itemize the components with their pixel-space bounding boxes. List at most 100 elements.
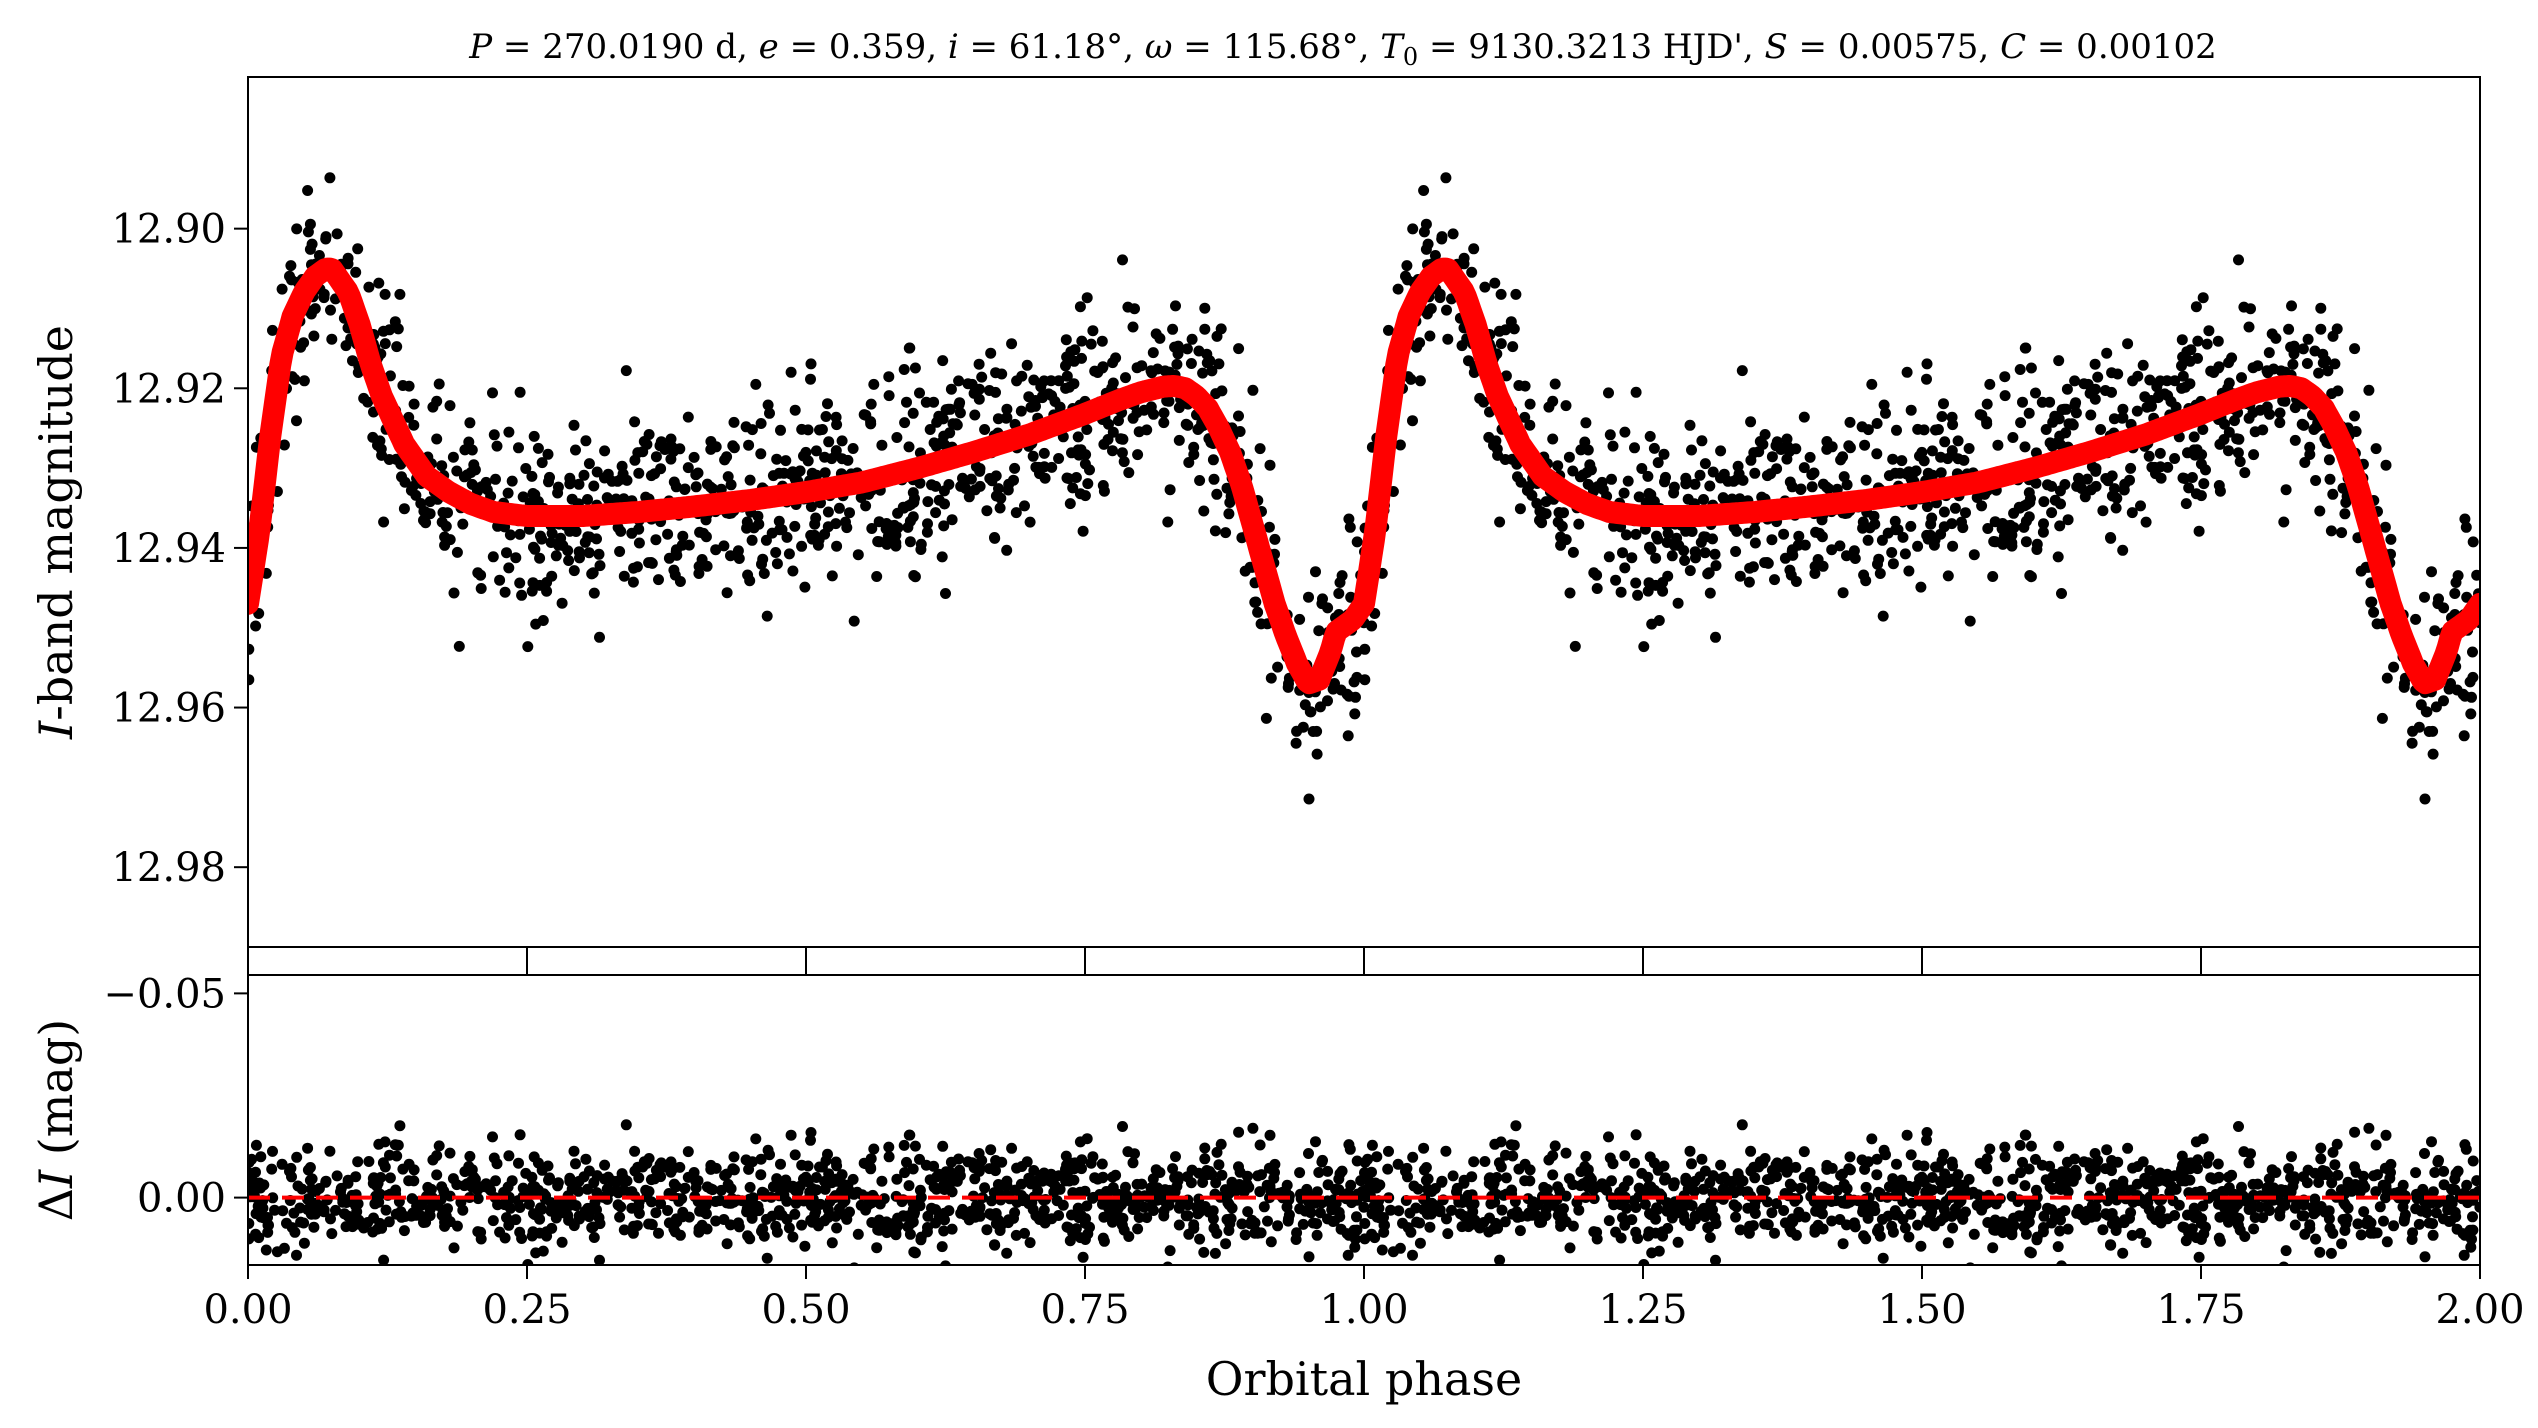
residual-point bbox=[358, 1222, 370, 1234]
residual-point bbox=[1942, 1237, 1954, 1249]
residual-point bbox=[451, 1179, 463, 1191]
observation-point bbox=[291, 415, 302, 427]
observation-point bbox=[2212, 335, 2224, 347]
observation-point bbox=[2179, 381, 2191, 393]
residual-point bbox=[250, 1179, 262, 1191]
residual-point bbox=[1856, 1154, 1868, 1166]
residual-point bbox=[2363, 1122, 2375, 1134]
residual-point bbox=[1914, 1173, 1925, 1185]
residual-point bbox=[1081, 1133, 1093, 1145]
observation-point bbox=[921, 526, 933, 538]
residual-point bbox=[2092, 1155, 2104, 1166]
residual-point bbox=[281, 1217, 292, 1229]
observation-point bbox=[1010, 507, 1022, 519]
residual-point bbox=[526, 1171, 538, 1183]
observation-point bbox=[1138, 404, 1150, 416]
observation-point bbox=[2219, 418, 2230, 430]
residual-point bbox=[2060, 1166, 2072, 1178]
residual-point bbox=[938, 1225, 950, 1237]
residual-point bbox=[868, 1143, 880, 1155]
observation-point bbox=[431, 395, 443, 407]
observation-point bbox=[1987, 571, 1999, 582]
observation-point bbox=[2018, 521, 2030, 533]
residual-point bbox=[2378, 1215, 2389, 1227]
observation-point bbox=[1710, 560, 1722, 572]
observation-point bbox=[985, 347, 997, 359]
residual-point bbox=[2229, 1202, 2240, 1214]
observation-point bbox=[1348, 676, 1360, 688]
observation-point bbox=[2337, 482, 2349, 494]
residual-point bbox=[308, 1221, 320, 1233]
residual-point bbox=[954, 1170, 966, 1182]
residual-point bbox=[1236, 1218, 1248, 1230]
observation-point bbox=[2169, 375, 2181, 387]
observation-point bbox=[2363, 384, 2375, 396]
observation-point bbox=[643, 557, 655, 569]
residual-point bbox=[2349, 1126, 2361, 1138]
observation-point bbox=[2090, 463, 2102, 475]
observation-point bbox=[668, 564, 680, 576]
observation-point bbox=[2008, 522, 2020, 534]
residual-point bbox=[1197, 1177, 1209, 1188]
residual-point bbox=[2313, 1203, 2325, 1215]
residual-point bbox=[1963, 1173, 1975, 1185]
observation-point bbox=[2471, 569, 2480, 581]
residual-point bbox=[1547, 1169, 1559, 1181]
residual-point bbox=[2233, 1212, 2245, 1224]
residual-point bbox=[1494, 1254, 1506, 1265]
residual-point bbox=[1015, 1178, 1027, 1190]
residual-point bbox=[983, 1163, 995, 1175]
residual-point bbox=[1387, 1246, 1399, 1258]
observation-point bbox=[1922, 533, 1934, 545]
observation-point bbox=[727, 440, 739, 452]
residual-point bbox=[1307, 1217, 1319, 1229]
residual-point bbox=[326, 1228, 338, 1240]
observation-point bbox=[568, 565, 580, 577]
residual-point bbox=[930, 1217, 942, 1229]
residual-point bbox=[1265, 1185, 1277, 1197]
residual-point bbox=[262, 1219, 274, 1231]
residual-point bbox=[2315, 1153, 2327, 1165]
chart-title: P = 270.0190 d, e = 0.359, i = 61.18°, ω… bbox=[468, 27, 2217, 71]
observation-point bbox=[1158, 417, 1170, 429]
observation-point bbox=[940, 588, 951, 599]
residual-point bbox=[2219, 1202, 2230, 1214]
observation-point bbox=[682, 462, 694, 474]
observation-point bbox=[822, 506, 834, 518]
residual-point bbox=[1817, 1197, 1829, 1209]
observation-point bbox=[284, 270, 295, 282]
residual-point bbox=[1081, 1200, 1093, 1212]
observation-point bbox=[248, 674, 255, 686]
observation-point bbox=[873, 516, 885, 528]
observation-point bbox=[938, 520, 950, 532]
observation-point bbox=[1887, 558, 1899, 570]
observation-point bbox=[1351, 646, 1362, 658]
observation-point bbox=[1573, 518, 1585, 530]
observation-point bbox=[1567, 546, 1579, 558]
observation-point bbox=[1887, 453, 1899, 465]
observation-point bbox=[2161, 375, 2173, 387]
residual-point bbox=[1992, 1175, 2004, 1187]
residual-point bbox=[1642, 1171, 1654, 1183]
residual-point bbox=[1570, 1268, 1581, 1279]
observation-point bbox=[1821, 436, 1833, 447]
observation-point bbox=[2149, 461, 2161, 473]
residual-point bbox=[573, 1175, 585, 1187]
observation-point bbox=[1028, 374, 1040, 386]
observation-point bbox=[662, 528, 674, 540]
observation-point bbox=[2038, 518, 2049, 530]
residual-point bbox=[1580, 1150, 1592, 1162]
residual-point bbox=[488, 1152, 500, 1164]
residual-point bbox=[1049, 1180, 1061, 1192]
observation-point bbox=[2322, 365, 2334, 377]
residual-point bbox=[1901, 1129, 1913, 1141]
residual-point bbox=[682, 1146, 694, 1158]
observation-point bbox=[865, 398, 877, 410]
residual-point bbox=[1779, 1217, 1791, 1229]
observation-point bbox=[1574, 471, 1586, 483]
observation-point bbox=[653, 574, 664, 586]
observation-point bbox=[1383, 324, 1394, 336]
residual-point bbox=[1069, 1157, 1081, 1169]
observation-point bbox=[1660, 471, 1671, 483]
residual-point bbox=[454, 1268, 465, 1279]
